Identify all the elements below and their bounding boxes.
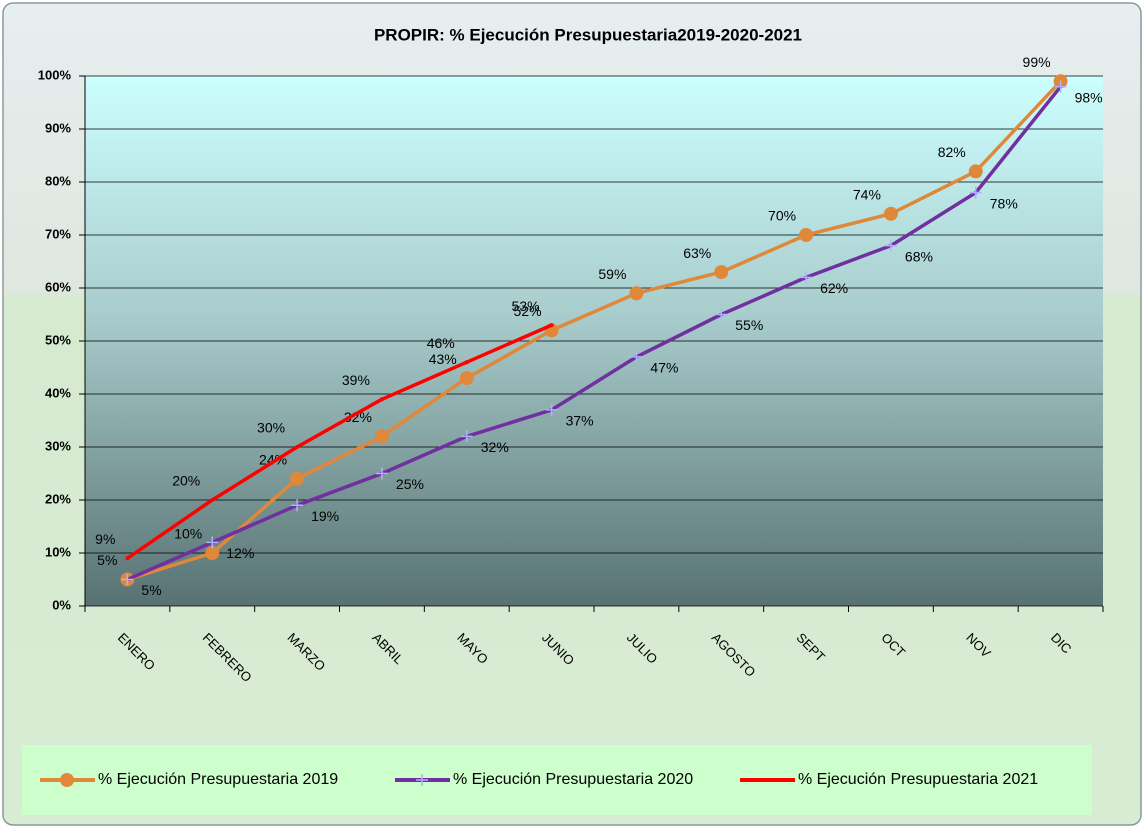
data-point bbox=[629, 286, 643, 300]
data-point bbox=[884, 207, 898, 221]
data-label: 47% bbox=[650, 360, 678, 376]
data-label: 53% bbox=[512, 298, 540, 314]
data-label: 39% bbox=[342, 372, 370, 388]
data-label: 19% bbox=[311, 508, 339, 524]
chart-title: PROPIR: % Ejecución Presupuestaria2019-2… bbox=[374, 25, 802, 44]
data-label: 10% bbox=[174, 526, 202, 542]
data-label: 12% bbox=[226, 545, 254, 561]
data-label: 99% bbox=[1023, 54, 1051, 70]
y-tick-label: 80% bbox=[45, 173, 71, 188]
data-label: 5% bbox=[97, 552, 117, 568]
data-label: 46% bbox=[427, 335, 455, 351]
data-point bbox=[465, 360, 469, 364]
chart: PROPIR: % Ejecución Presupuestaria2019-2… bbox=[0, 0, 1144, 829]
data-point bbox=[210, 498, 214, 502]
y-tick-label: 0% bbox=[52, 597, 71, 612]
data-label: 68% bbox=[905, 248, 933, 264]
data-label: 98% bbox=[1075, 89, 1103, 105]
data-label: 32% bbox=[481, 439, 509, 455]
y-tick-label: 30% bbox=[45, 438, 71, 453]
y-tick-label: 90% bbox=[45, 120, 71, 135]
data-label: 20% bbox=[172, 473, 200, 489]
y-tick-label: 50% bbox=[45, 332, 71, 347]
legend-label: % Ejecución Presupuestaria 2021 bbox=[798, 771, 1038, 788]
data-label: 62% bbox=[820, 280, 848, 296]
y-tick-label: 40% bbox=[45, 385, 71, 400]
data-label: 59% bbox=[598, 266, 626, 282]
data-label: 5% bbox=[141, 582, 161, 598]
data-label: 25% bbox=[396, 476, 424, 492]
data-point bbox=[799, 228, 813, 242]
legend-label: % Ejecución Presupuestaria 2020 bbox=[453, 771, 693, 788]
data-point bbox=[380, 397, 384, 401]
data-point bbox=[125, 556, 129, 560]
data-label: 70% bbox=[768, 208, 796, 224]
data-point bbox=[460, 371, 474, 385]
y-tick-label: 20% bbox=[45, 491, 71, 506]
y-tick-label: 70% bbox=[45, 226, 71, 241]
legend-label: % Ejecución Presupuestaria 2019 bbox=[98, 771, 338, 788]
y-tick-label: 10% bbox=[45, 544, 71, 559]
data-label: 9% bbox=[95, 531, 115, 547]
data-label: 37% bbox=[566, 413, 594, 429]
data-point bbox=[714, 265, 728, 279]
data-point bbox=[295, 445, 299, 449]
data-point bbox=[290, 472, 304, 486]
data-label: 82% bbox=[938, 144, 966, 160]
y-tick-label: 60% bbox=[45, 279, 71, 294]
legend-marker bbox=[60, 773, 74, 787]
data-point bbox=[550, 323, 554, 327]
y-tick-label: 100% bbox=[38, 67, 72, 82]
data-label: 63% bbox=[683, 245, 711, 261]
data-label: 30% bbox=[257, 420, 285, 436]
data-point bbox=[969, 164, 983, 178]
data-label: 55% bbox=[735, 317, 763, 333]
data-point bbox=[375, 429, 389, 443]
data-label: 74% bbox=[853, 187, 881, 203]
data-label: 43% bbox=[429, 351, 457, 367]
data-label: 78% bbox=[990, 195, 1018, 211]
